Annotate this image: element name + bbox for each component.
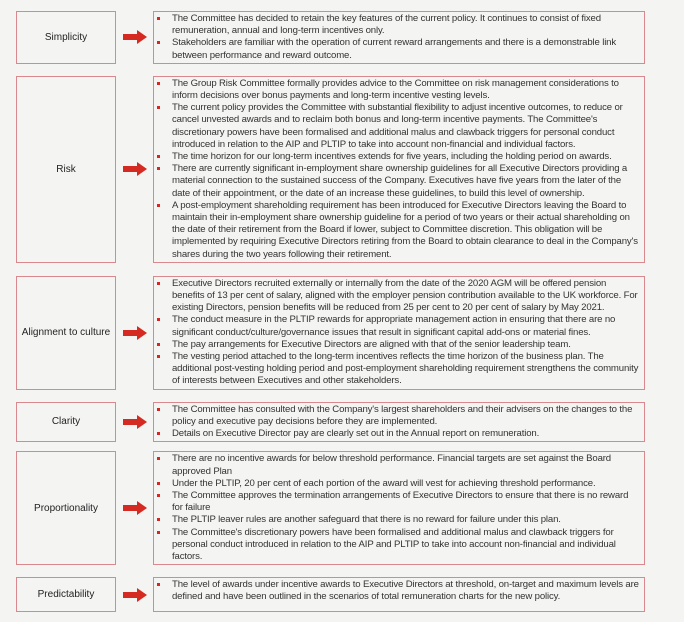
principle-label: Simplicity <box>16 11 116 64</box>
bullet-list: Executive Directors recruited externally… <box>154 278 640 388</box>
principle-details: Executive Directors recruited externally… <box>153 275 645 390</box>
arrow-right-icon <box>122 587 147 602</box>
principle-label: Proportionality <box>16 451 116 566</box>
principle-row: Proportionality There are no incentive aw… <box>0 451 684 566</box>
arrow-container <box>116 577 153 612</box>
principle-row: Alignment to culture Executive Directors … <box>0 275 684 390</box>
bullet-item: Executive Directors recruited externally… <box>154 278 640 315</box>
arrow-right-icon <box>122 30 147 45</box>
bullet-item: There are currently significant in-emplo… <box>154 163 640 200</box>
bullet-item: Stakeholders are familiar with the opera… <box>154 37 640 61</box>
principle-details: The Group Risk Committee formally provid… <box>153 75 645 263</box>
bullet-item: The Committee has decided to retain the … <box>154 13 640 37</box>
principle-label: Alignment to culture <box>16 275 116 390</box>
bullet-item: The time horizon for our long-term incen… <box>154 151 640 163</box>
arrow-container <box>116 76 153 263</box>
principle-details: The Committee has consulted with the Com… <box>153 401 645 443</box>
bullet-item: Details on Executive Director pay are cl… <box>154 428 640 440</box>
principle-row: Risk The Group Risk Committee formally pr… <box>0 75 684 263</box>
arrow-container <box>116 276 153 390</box>
principle-label: Risk <box>16 75 116 263</box>
bullet-list: The Committee has decided to retain the … <box>154 13 640 62</box>
principle-details: The level of awards under incentive awar… <box>153 577 645 613</box>
principle-details: The Committee has decided to retain the … <box>153 11 645 64</box>
principle-details: There are no incentive awards for below … <box>153 451 645 566</box>
bullet-item: The vesting period attached to the long-… <box>154 351 640 388</box>
bullet-item: Under the PLTIP, 20 per cent of each por… <box>154 478 640 490</box>
bullet-list: The Group Risk Committee formally provid… <box>154 78 640 261</box>
arrow-container <box>116 402 153 443</box>
bullet-item: The PLTIP leaver rules are another safeg… <box>154 514 640 526</box>
bullet-list: The Committee has consulted with the Com… <box>154 404 640 441</box>
arrow-container <box>116 11 153 64</box>
arrow-right-icon <box>122 162 147 177</box>
arrow-right-icon <box>122 501 147 516</box>
bullet-item: The current policy provides the Committe… <box>154 102 640 151</box>
arrow-right-icon <box>122 414 147 429</box>
principle-row: Predictability The level of awards under … <box>0 577 684 613</box>
bullet-item: The pay arrangements for Executive Direc… <box>154 339 640 351</box>
principle-row: Clarity The Committee has consulted with … <box>0 401 684 443</box>
bullet-list: The level of awards under incentive awar… <box>154 579 640 603</box>
bullet-item: A post-employment shareholding requireme… <box>154 200 640 261</box>
bullet-item: The Committee has consulted with the Com… <box>154 404 640 428</box>
bullet-list: There are no incentive awards for below … <box>154 453 640 563</box>
bullet-item: The Group Risk Committee formally provid… <box>154 78 640 102</box>
bullet-item: The Committee approves the termination a… <box>154 490 640 514</box>
bullet-item: The level of awards under incentive awar… <box>154 579 640 603</box>
principle-label: Predictability <box>16 577 116 613</box>
bullet-item: The conduct measure in the PLTIP rewards… <box>154 314 640 338</box>
bullet-item: The Committee's discretionary powers hav… <box>154 527 640 564</box>
arrow-right-icon <box>122 325 147 340</box>
arrow-container <box>116 451 153 565</box>
bullet-item: There are no incentive awards for below … <box>154 453 640 477</box>
principle-label: Clarity <box>16 401 116 443</box>
principle-row: Simplicity The Committee has decided to r… <box>0 11 684 64</box>
